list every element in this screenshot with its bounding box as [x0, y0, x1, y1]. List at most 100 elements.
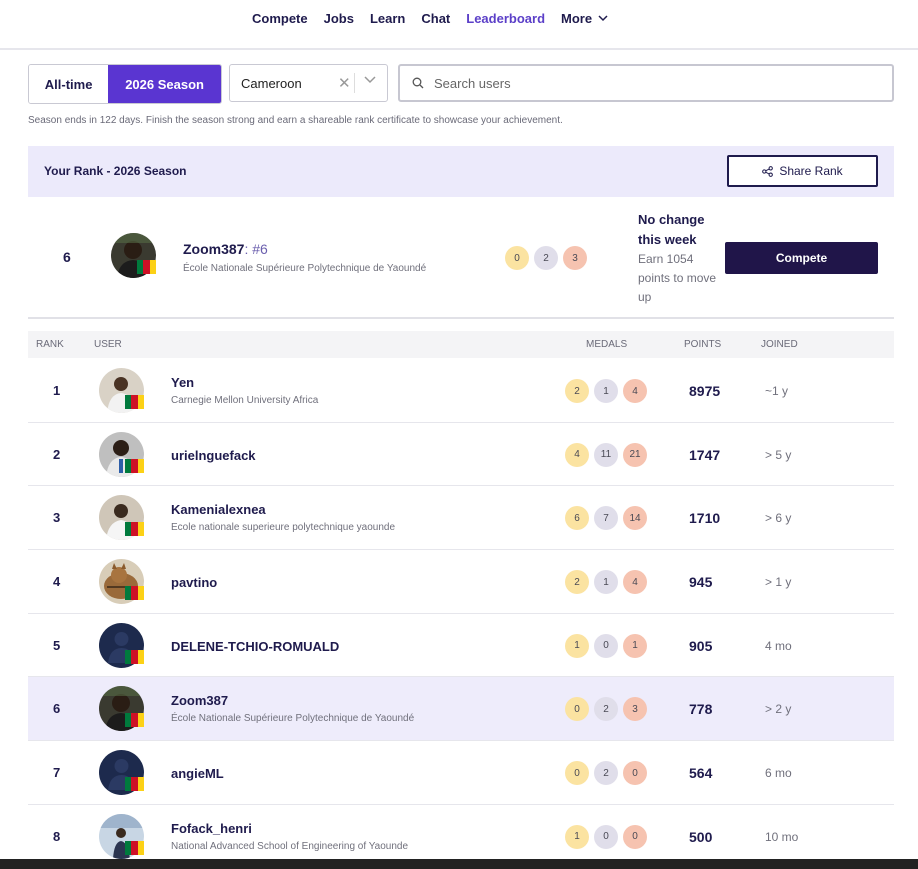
- row-points: 1747: [689, 446, 721, 463]
- nav-chat[interactable]: Chat: [421, 11, 451, 26]
- avatar[interactable]: [99, 368, 144, 413]
- row-joined: 6 mo: [765, 766, 792, 781]
- nav-leaderboard[interactable]: Leaderboard: [466, 11, 546, 26]
- your-username[interactable]: Zoom387: #6: [183, 241, 268, 257]
- country-select[interactable]: Cameroon ✕: [229, 64, 388, 102]
- row-points: 1710: [689, 510, 721, 527]
- avatar[interactable]: [99, 622, 144, 668]
- bronze-medal-count: 1: [623, 633, 647, 658]
- cameroon-flag-icon: [125, 458, 144, 473]
- avatar-image: [99, 495, 144, 541]
- avatar[interactable]: [111, 233, 156, 278]
- cameroon-flag-icon: [125, 649, 144, 664]
- bronze-medal-count: 0: [623, 761, 647, 786]
- silver-medal-count: 1: [594, 379, 618, 403]
- rank-change-status: No change this week: [638, 212, 705, 247]
- share-rank-button[interactable]: Share Rank: [727, 155, 878, 187]
- row-username[interactable]: Kamenialexnea: [171, 502, 266, 518]
- your-rank-title: Your Rank - 2026 Season: [44, 164, 187, 178]
- silver-medal-count: 2: [594, 761, 618, 786]
- col-user: USER: [94, 339, 122, 350]
- search-placeholder: Search users: [434, 75, 511, 91]
- avatar[interactable]: [99, 686, 144, 732]
- nav-links: Compete Jobs Learn Chat Leaderboard More: [252, 11, 624, 26]
- row-joined: 10 mo: [765, 829, 799, 844]
- your-position: : #6: [244, 241, 268, 257]
- row-username[interactable]: Zoom387: [171, 693, 229, 709]
- col-rank: RANK: [36, 339, 64, 350]
- bottom-edge: [0, 859, 918, 869]
- compete-button[interactable]: Compete: [725, 242, 878, 274]
- chevron-down-icon[interactable]: [364, 76, 376, 84]
- table-row[interactable]: 1 Yen Carnegie Mellon University Africa …: [28, 359, 894, 423]
- bronze-medal-count: 4: [623, 379, 647, 403]
- bronze-medal-count: 3: [623, 697, 647, 722]
- row-points: 564: [689, 765, 713, 782]
- bronze-medal-count: 0: [623, 824, 647, 849]
- table-row[interactable]: 5 DELENE-TCHIO-ROMUALD 1 0 1 905 4 mo: [28, 614, 894, 678]
- nav-more[interactable]: More: [561, 11, 608, 26]
- silver-medal-count: 7: [594, 506, 618, 531]
- gold-medal-count: 2: [565, 379, 589, 403]
- table-row[interactable]: 7 angieML 0 2 0 564 6 mo: [28, 741, 894, 805]
- default-avatar-icon: [99, 750, 144, 796]
- nav-learn[interactable]: Learn: [369, 11, 406, 26]
- season-note: Season ends in 122 days. Finish the seas…: [28, 115, 563, 126]
- row-medals: 6 7 14: [565, 506, 647, 531]
- row-joined: > 5 y: [765, 447, 792, 462]
- gold-medal-count: 0: [565, 697, 589, 722]
- avatar[interactable]: [99, 431, 144, 477]
- your-rank-number: 6: [63, 249, 71, 265]
- row-rank: 8: [53, 828, 61, 844]
- silver-medal-count: 1: [594, 570, 618, 595]
- row-joined: > 2 y: [765, 702, 792, 717]
- row-medals: 4 11 21: [565, 442, 647, 467]
- nav-compete[interactable]: Compete: [252, 11, 308, 26]
- alltime-toggle[interactable]: All-time: [29, 65, 109, 103]
- avatar[interactable]: [99, 559, 144, 605]
- row-username[interactable]: Yen: [171, 375, 195, 390]
- row-medals: 1 0 0: [565, 824, 647, 849]
- gold-medal-count: 1: [565, 824, 589, 849]
- row-rank: 5: [53, 637, 61, 653]
- cameroon-flag-icon: [125, 395, 144, 409]
- row-username[interactable]: pavtino: [171, 575, 218, 591]
- row-medals: 1 0 1: [565, 633, 647, 658]
- row-rank: 4: [53, 574, 61, 590]
- silver-medal-count: 11: [594, 442, 618, 467]
- col-points: POINTS: [684, 339, 722, 350]
- search-icon: [412, 77, 424, 89]
- avatar[interactable]: [99, 495, 144, 541]
- row-joined: 4 mo: [765, 638, 792, 653]
- gold-medal-count: 4: [565, 442, 589, 467]
- avatar[interactable]: [99, 813, 144, 859]
- bronze-medal-count: 3: [563, 246, 587, 270]
- row-rank: 3: [53, 510, 61, 526]
- row-points: 500: [689, 828, 713, 845]
- row-username[interactable]: urielnguefack: [171, 447, 256, 463]
- leaderboard-table: 1 Yen Carnegie Mellon University Africa …: [28, 359, 894, 869]
- nav-jobs[interactable]: Jobs: [323, 11, 354, 26]
- row-username[interactable]: angieML: [171, 766, 224, 782]
- clear-icon[interactable]: ✕: [338, 75, 351, 92]
- table-row[interactable]: 2 urielnguefack 4 11 21 1747 > 5 y: [28, 423, 894, 487]
- row-medals: 0 2 3: [565, 697, 647, 722]
- your-medals: 0 2 3: [505, 246, 587, 270]
- season-toggle[interactable]: 2026 Season: [108, 65, 221, 103]
- col-joined: JOINED: [761, 339, 798, 350]
- table-row[interactable]: 4 pavtino 2 1 4 945 > 1 y: [28, 550, 894, 614]
- share-icon: [762, 165, 774, 177]
- row-points: 778: [689, 701, 713, 718]
- your-rank-header: Your Rank - 2026 Season Share Rank: [28, 146, 894, 197]
- avatar[interactable]: [99, 750, 144, 796]
- gold-medal-count: 2: [565, 570, 589, 595]
- silver-medal-count: 0: [594, 824, 618, 849]
- search-input[interactable]: Search users: [398, 64, 894, 102]
- cameroon-flag-icon: [125, 522, 144, 537]
- row-username[interactable]: DELENE-TCHIO-ROMUALD: [171, 638, 340, 654]
- table-row-current-user[interactable]: 6 Zoom387 École Nationale Supérieure Pol…: [28, 677, 894, 742]
- your-rank-row: 6 Zoom387: #6 École Nationale Supérieure…: [28, 197, 894, 319]
- row-username[interactable]: Fofack_henri: [171, 820, 252, 836]
- points-to-move-up: Earn 1054 points to move up: [638, 252, 717, 304]
- table-row[interactable]: 3 Kamenialexnea Ecole nationale superieu…: [28, 486, 894, 551]
